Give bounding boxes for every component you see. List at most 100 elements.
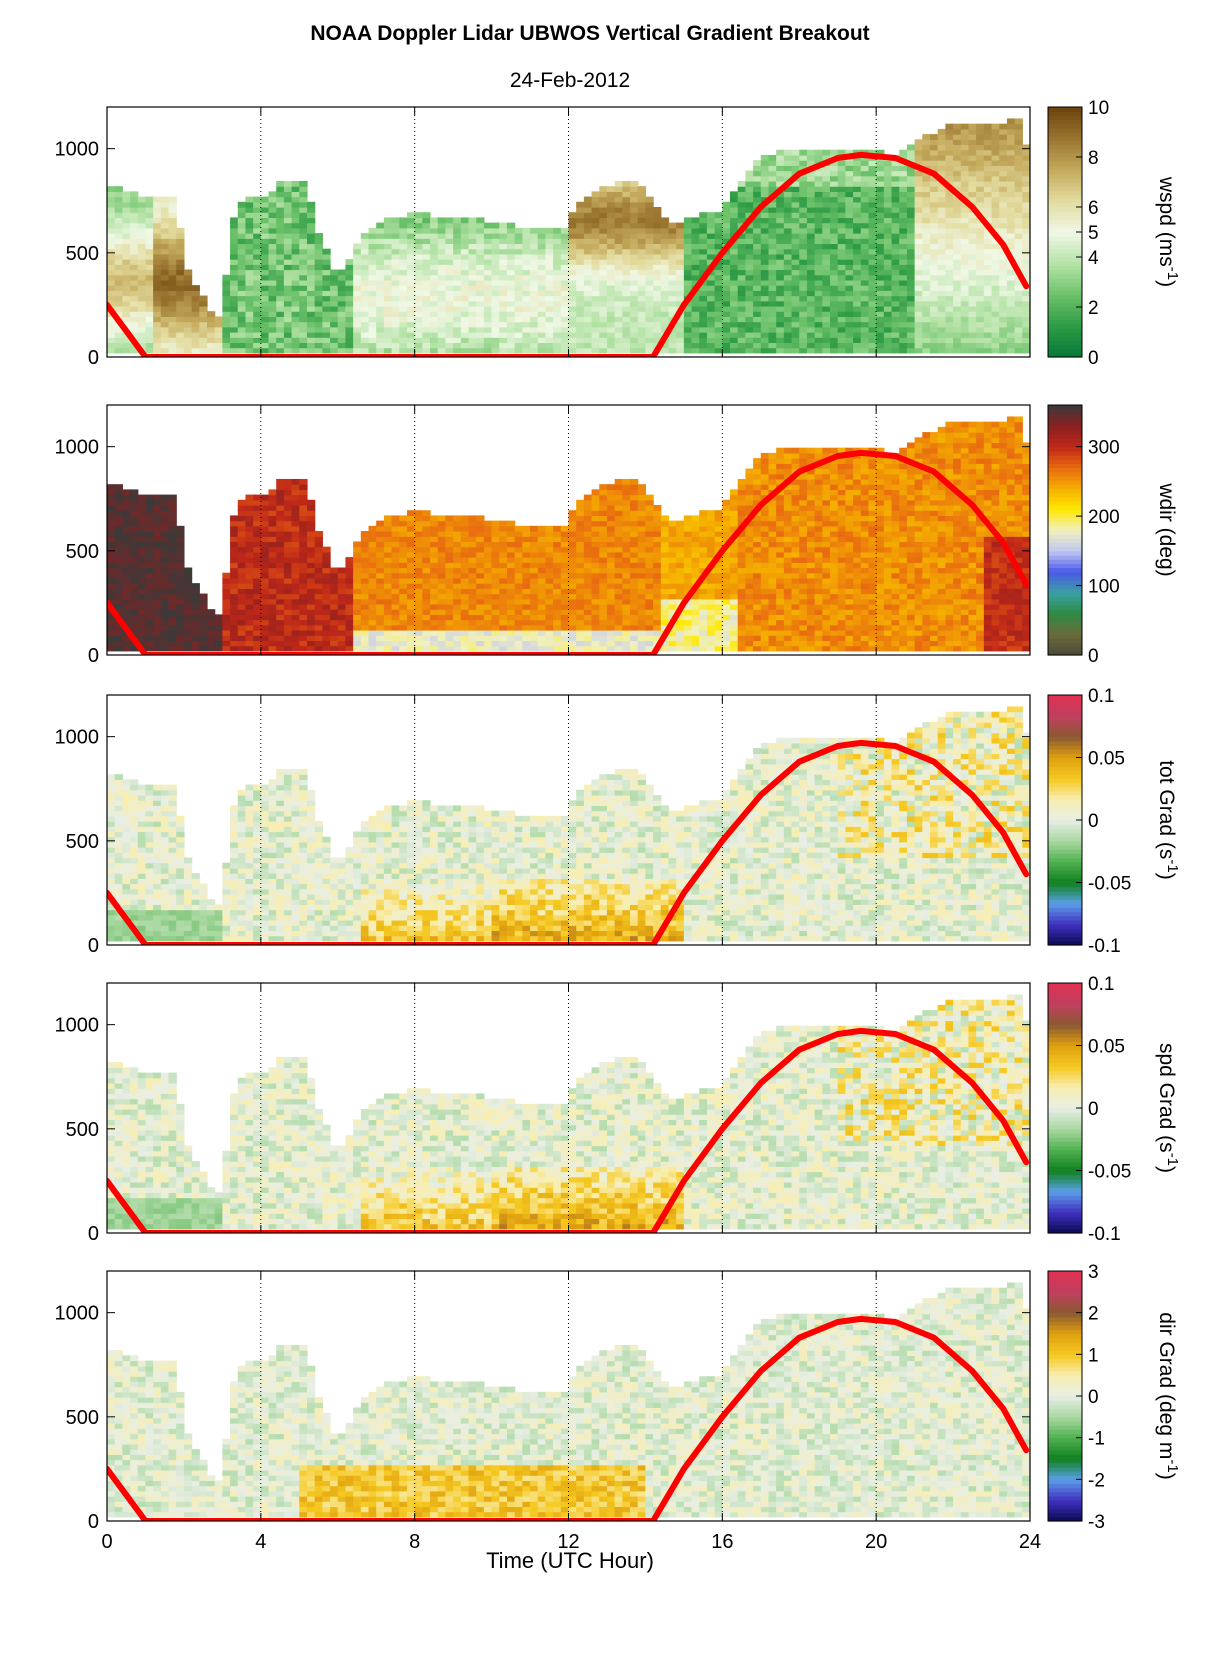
heatmap-cell bbox=[991, 264, 1000, 271]
heatmap-cell bbox=[330, 645, 339, 652]
heatmap-cell bbox=[976, 311, 985, 317]
heatmap-cell bbox=[614, 279, 623, 286]
heatmap-cell bbox=[160, 305, 170, 312]
heatmap-cell bbox=[791, 253, 800, 260]
heatmap-cell bbox=[176, 321, 185, 328]
heatmap-cell bbox=[637, 326, 647, 333]
heatmap-cell bbox=[599, 201, 608, 208]
heatmap-cell bbox=[576, 243, 585, 250]
heatmap-cell bbox=[799, 180, 808, 187]
heatmap-cell bbox=[868, 316, 877, 323]
heatmap-cell bbox=[153, 619, 162, 626]
heatmap-cell bbox=[837, 311, 846, 317]
heatmap-cell bbox=[730, 222, 739, 229]
heatmap-cell bbox=[614, 311, 623, 317]
heatmap-cell bbox=[899, 316, 908, 323]
heatmap-cell bbox=[122, 598, 131, 605]
heatmap-cell bbox=[430, 515, 439, 522]
heatmap-cell bbox=[345, 645, 354, 652]
heatmap-cell bbox=[676, 326, 685, 333]
heatmap-cell bbox=[153, 572, 162, 579]
heatmap-cell bbox=[868, 311, 877, 317]
heatmap-cell bbox=[1014, 175, 1023, 182]
heatmap-cell bbox=[122, 316, 131, 323]
heatmap-cell bbox=[383, 609, 393, 615]
heatmap-cell bbox=[506, 321, 516, 328]
heatmap-cell bbox=[491, 290, 500, 297]
heatmap-cell bbox=[291, 196, 300, 203]
heatmap-cell bbox=[422, 264, 431, 271]
heatmap-cell bbox=[591, 269, 600, 276]
heatmap-cell bbox=[237, 326, 247, 333]
heatmap-cell bbox=[299, 243, 308, 250]
heatmap-cell bbox=[437, 342, 447, 349]
heatmap-cell bbox=[430, 279, 439, 286]
heatmap-cell bbox=[999, 295, 1008, 302]
heatmap-cell bbox=[137, 300, 147, 307]
heatmap-cell bbox=[845, 264, 854, 271]
heatmap-cell bbox=[745, 233, 754, 239]
heatmap-cell bbox=[953, 201, 962, 208]
heatmap-cell bbox=[630, 227, 639, 234]
heatmap-cell bbox=[622, 300, 631, 307]
heatmap-cell bbox=[753, 269, 762, 276]
heatmap-cell bbox=[130, 212, 139, 219]
heatmap-cell bbox=[353, 640, 362, 647]
heatmap-cell bbox=[137, 337, 147, 344]
heatmap-cell bbox=[314, 536, 323, 543]
heatmap-cell bbox=[991, 253, 1000, 260]
heatmap-cell bbox=[345, 269, 354, 276]
heatmap-cell bbox=[437, 305, 447, 312]
heatmap-cell bbox=[230, 243, 239, 250]
heatmap-cell bbox=[614, 196, 623, 203]
heatmap-cell bbox=[545, 238, 554, 245]
heatmap-cell bbox=[560, 321, 570, 328]
heatmap-cell bbox=[953, 139, 962, 146]
heatmap-cell bbox=[176, 300, 185, 307]
heatmap-cell bbox=[922, 305, 931, 312]
heatmap-cell bbox=[776, 165, 785, 172]
heatmap-cell bbox=[545, 337, 554, 344]
heatmap-cell bbox=[253, 253, 262, 260]
heatmap-cell bbox=[545, 259, 554, 265]
heatmap-cell bbox=[191, 337, 200, 344]
heatmap-cell bbox=[114, 593, 123, 600]
heatmap-cell bbox=[430, 285, 439, 291]
heatmap-cell bbox=[522, 295, 531, 302]
heatmap-cell bbox=[291, 311, 300, 317]
heatmap-cell bbox=[645, 295, 654, 302]
heatmap-cell bbox=[268, 588, 277, 595]
heatmap-cell bbox=[337, 347, 347, 354]
heatmap-cell bbox=[176, 536, 185, 543]
heatmap-cell bbox=[745, 326, 754, 333]
heatmap-cell bbox=[476, 295, 485, 302]
heatmap-cell bbox=[122, 196, 131, 203]
heatmap-cell bbox=[637, 311, 647, 317]
heatmap-cell bbox=[776, 305, 785, 312]
heatmap-cell bbox=[360, 316, 370, 323]
heatmap-cell bbox=[137, 222, 147, 229]
heatmap-cell bbox=[107, 562, 116, 569]
heatmap-cell bbox=[1022, 342, 1030, 349]
heatmap-cell bbox=[683, 285, 693, 291]
heatmap-cell bbox=[276, 588, 285, 595]
heatmap-cell bbox=[276, 499, 285, 506]
heatmap-cell bbox=[1014, 337, 1023, 344]
heatmap-cell bbox=[745, 316, 754, 323]
heatmap-cell bbox=[814, 337, 823, 344]
heatmap-cell bbox=[583, 305, 593, 312]
heatmap-cell bbox=[722, 311, 731, 317]
heatmap-cell bbox=[706, 342, 716, 349]
heatmap-cell bbox=[291, 321, 300, 328]
heatmap-cell bbox=[322, 285, 331, 291]
heatmap-cell bbox=[899, 295, 908, 302]
heatmap-cell bbox=[460, 347, 470, 354]
heatmap-cell bbox=[283, 562, 293, 569]
heatmap-cell bbox=[699, 253, 708, 260]
heatmap-cell bbox=[237, 253, 247, 260]
heatmap-cell bbox=[906, 269, 916, 276]
heatmap-cell bbox=[214, 316, 223, 323]
heatmap-cell bbox=[637, 269, 647, 276]
heatmap-cell bbox=[606, 233, 616, 239]
heatmap-cell bbox=[676, 227, 685, 234]
